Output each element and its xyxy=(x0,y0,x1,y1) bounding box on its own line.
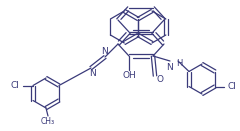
Text: O: O xyxy=(156,75,163,83)
Text: Cl: Cl xyxy=(228,82,236,91)
Text: OH: OH xyxy=(122,72,136,81)
Text: N: N xyxy=(101,48,107,56)
Text: N: N xyxy=(89,69,95,78)
Text: N: N xyxy=(166,63,173,72)
Text: H: H xyxy=(176,59,182,68)
Text: CH₃: CH₃ xyxy=(41,116,55,125)
Text: Cl: Cl xyxy=(11,81,19,90)
